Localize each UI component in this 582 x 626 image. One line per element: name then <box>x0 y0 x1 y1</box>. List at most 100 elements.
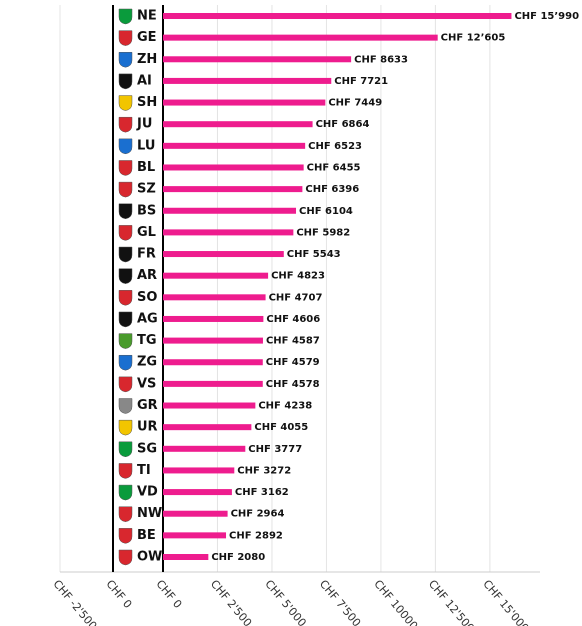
x-tick-label: CHF 0 <box>103 578 134 611</box>
flag-icon <box>118 441 133 458</box>
category-label: UR <box>137 420 158 435</box>
value-label: CHF 12’605 <box>441 33 506 44</box>
bar <box>163 337 263 344</box>
flag-icon <box>118 463 133 479</box>
category-label: BS <box>137 203 156 218</box>
flag-icon <box>118 333 133 349</box>
bar <box>163 121 313 128</box>
category-label: SO <box>137 290 157 305</box>
bar <box>163 532 227 539</box>
value-label: CHF 4707 <box>269 292 323 303</box>
category-label: NW <box>137 506 162 521</box>
x-tick-label: CHF 5'000 <box>262 578 308 626</box>
x-tick-label: CHF 0 <box>153 578 184 611</box>
bar <box>163 402 256 409</box>
flag-icon <box>118 268 133 284</box>
bar <box>163 510 228 517</box>
category-label: GL <box>137 225 156 240</box>
value-label: CHF 4238 <box>258 401 312 412</box>
flag-icon <box>118 95 133 111</box>
bar <box>163 272 269 279</box>
category-label: TI <box>137 463 151 478</box>
bar <box>163 315 264 322</box>
category-label: SZ <box>137 182 156 197</box>
value-label: CHF 4579 <box>266 357 320 368</box>
value-label: CHF 2080 <box>211 552 265 563</box>
value-label: CHF 6864 <box>316 119 370 130</box>
value-label: CHF 4606 <box>266 314 320 325</box>
flag-icon <box>118 290 133 306</box>
value-label: CHF 5982 <box>296 227 350 238</box>
category-label: ZH <box>137 52 157 67</box>
x-tick-label: CHF 10000 <box>371 578 420 626</box>
bar <box>163 142 306 149</box>
flag-icon <box>118 116 133 133</box>
x-tick-label: CHF 2'500 <box>208 578 254 626</box>
flag-icon <box>118 30 133 46</box>
value-label: CHF 4823 <box>271 271 325 282</box>
bar <box>163 56 352 63</box>
value-label: CHF 4578 <box>266 379 320 390</box>
bar <box>163 467 235 474</box>
category-label: JU <box>136 117 152 132</box>
flag-icon <box>118 73 133 90</box>
category-label: AG <box>137 311 158 326</box>
flag-icon <box>118 354 133 371</box>
flag-icon <box>118 311 133 328</box>
bar <box>163 359 263 366</box>
bar <box>163 445 246 452</box>
value-label: CHF 2964 <box>231 509 285 520</box>
value-label: CHF 2892 <box>229 530 283 541</box>
x-tick-label: CHF 12'500 <box>426 578 477 626</box>
flag-icon <box>118 203 133 220</box>
flag-icon <box>118 528 133 544</box>
value-label: CHF 3162 <box>235 487 289 498</box>
bar <box>163 294 266 301</box>
flag-icon <box>118 246 133 263</box>
flag-icon <box>118 181 133 198</box>
value-label: CHF 7721 <box>334 76 388 87</box>
bar <box>163 13 512 19</box>
flag-icon <box>118 138 133 155</box>
bar <box>163 554 209 560</box>
x-tick-label: CHF -2'500 <box>50 578 99 626</box>
flag-icon <box>118 549 133 566</box>
value-label: CHF 6455 <box>307 162 361 173</box>
bar <box>163 229 294 236</box>
value-label: CHF 6104 <box>299 206 353 217</box>
flag-icon <box>118 506 133 522</box>
value-label: CHF 6523 <box>308 141 362 152</box>
category-label: LU <box>137 138 155 153</box>
value-label: CHF 15’990 <box>514 11 579 22</box>
category-label: BE <box>137 528 156 543</box>
category-label: ZG <box>137 355 157 370</box>
bar <box>163 77 332 84</box>
bar <box>163 99 326 106</box>
category-label: SH <box>137 95 157 110</box>
x-tick-label: CHF 15'000 <box>480 578 531 626</box>
category-label: GE <box>137 30 157 45</box>
category-label: NE <box>137 9 157 24</box>
flag-icon <box>118 52 133 68</box>
flag-icon <box>118 484 133 501</box>
value-label: CHF 3777 <box>248 444 302 455</box>
bar <box>163 34 438 41</box>
bar <box>163 489 232 496</box>
category-label: AR <box>137 268 157 283</box>
value-label: CHF 5543 <box>287 249 341 260</box>
flag-icon <box>118 160 133 176</box>
value-label: CHF 6396 <box>305 184 359 195</box>
category-label: FR <box>137 247 156 262</box>
category-label: VS <box>137 376 156 391</box>
value-label: CHF 8633 <box>354 54 408 65</box>
flag-icon <box>118 419 133 436</box>
category-label: VD <box>137 485 158 500</box>
category-label: BL <box>137 160 155 175</box>
flag-icon <box>118 8 133 25</box>
category-label: AI <box>137 73 152 88</box>
category-label: GR <box>137 398 158 413</box>
value-label: CHF 7449 <box>328 98 382 109</box>
bar <box>163 251 284 258</box>
flag-icon <box>118 376 133 393</box>
